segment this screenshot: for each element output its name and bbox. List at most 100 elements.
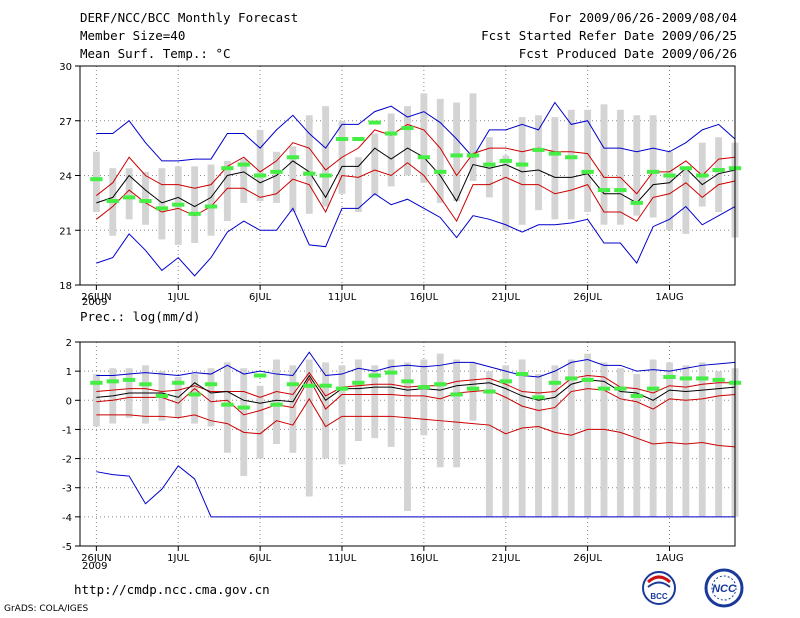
observation-marker — [303, 383, 316, 388]
observation-marker — [515, 372, 529, 377]
spread-bar — [142, 365, 149, 424]
observation-marker — [515, 162, 529, 167]
chart-panel-0: 18 21 24 27 30 26JUN 1JUL 6JUL 11JUL 16JUL 21JUL 26… — [59, 62, 742, 303]
spread-bar — [518, 117, 526, 225]
observation-marker — [90, 380, 103, 385]
observation-marker — [204, 382, 218, 387]
spread-bar — [158, 168, 166, 240]
observation-marker — [450, 392, 463, 397]
observation-marker — [155, 393, 169, 398]
spread-bar — [469, 93, 477, 181]
spread-bar — [436, 353, 444, 468]
prec-panel-title: Prec.: log(mm/d) — [80, 309, 201, 324]
x-tick-label: 26JUN — [81, 553, 111, 564]
observation-marker — [90, 177, 103, 182]
observation-marker — [646, 386, 660, 391]
spread-bar — [502, 365, 510, 517]
observation-marker — [696, 173, 709, 178]
observation-marker — [237, 405, 250, 410]
y-tick-label: -1 — [62, 425, 72, 436]
y-tick-label: 18 — [59, 281, 72, 292]
spread-bar — [485, 137, 493, 198]
observation-marker — [565, 376, 578, 381]
member-size: Member Size=40 — [80, 28, 186, 43]
y-tick-label: -3 — [62, 484, 72, 495]
observation-marker — [466, 153, 480, 158]
y-tick-label: -5 — [62, 542, 72, 553]
series-line-ensemble-max — [96, 101, 736, 162]
grads-credit: GrADS: COLA/IGES — [4, 604, 89, 614]
series-line-upper-quartile — [96, 123, 736, 196]
spread-bar — [453, 359, 461, 468]
observation-marker — [483, 389, 496, 394]
spread-bar — [453, 102, 461, 202]
chart-title: DERF/NCC/BCC Monthly Forecast — [80, 10, 299, 25]
spread-bar — [518, 359, 526, 517]
observation-marker — [597, 386, 611, 391]
spread-bar — [92, 374, 100, 427]
spread-bar — [404, 106, 411, 176]
spread-bar — [125, 168, 133, 220]
spread-bar — [371, 133, 379, 196]
observation-marker — [253, 173, 267, 178]
x-tick-label: 16JUL — [410, 292, 439, 303]
source-url[interactable]: http://cmdp.ncc.cma.gov.cn — [74, 582, 270, 597]
observation-marker — [270, 402, 283, 407]
spread-bar — [191, 374, 199, 424]
observation-marker — [368, 373, 381, 378]
observation-marker — [319, 173, 332, 178]
observation-marker — [286, 382, 300, 387]
observation-marker — [483, 162, 496, 167]
series-line-lower-quartile — [96, 162, 736, 223]
ncc-logo: NCC — [704, 568, 744, 608]
observation-marker — [172, 202, 185, 207]
spread-bar — [404, 362, 411, 512]
observation-marker — [663, 173, 676, 178]
x-tick-label: 11JUL — [328, 553, 357, 564]
spread-bar — [698, 362, 706, 517]
spread-bar — [666, 362, 673, 517]
x-tick-label: 26JUL — [573, 553, 602, 564]
spread-bar — [616, 109, 624, 225]
observation-marker — [679, 376, 693, 381]
observation-marker — [532, 147, 545, 152]
observation-marker — [319, 383, 332, 388]
spread-bar — [371, 365, 379, 439]
spread-bar — [387, 113, 395, 187]
spread-bar — [322, 106, 330, 207]
spread-bar — [322, 362, 330, 459]
observation-marker — [581, 377, 594, 382]
series-line-ensemble-min — [96, 465, 735, 518]
fcst-started-date: Fcst Started Refer Date 2009/06/25 — [481, 28, 737, 43]
observation-marker — [663, 374, 676, 379]
spread-bar — [715, 137, 723, 212]
spread-bar — [584, 353, 592, 517]
observation-marker — [253, 373, 267, 378]
spread-bar — [273, 359, 280, 444]
observation-marker — [270, 169, 283, 174]
x-tick-label: 26JUN — [81, 292, 111, 303]
y-tick-label: 24 — [59, 172, 72, 183]
observation-marker — [450, 153, 463, 158]
series-line-ensemble-mean — [96, 374, 736, 404]
spread-bar — [420, 93, 428, 183]
spread-bar — [616, 368, 624, 517]
spread-bar — [305, 115, 313, 214]
observation-marker — [630, 393, 643, 398]
series-line-ensemble-mean — [96, 147, 736, 208]
series-line-ensemble-max — [96, 351, 736, 378]
observation-marker — [679, 166, 693, 171]
observation-marker — [646, 169, 660, 174]
observation-marker — [384, 131, 398, 136]
observation-marker — [335, 137, 349, 141]
observation-marker — [221, 166, 234, 171]
series-line-ensemble-min — [96, 193, 736, 277]
spread-bar — [420, 359, 428, 436]
spread-bar — [715, 371, 723, 517]
x-tick-label: 1AUG — [655, 292, 683, 303]
observation-marker — [335, 386, 349, 391]
ncc-logo-text: NCC — [712, 583, 737, 595]
spread-bar — [485, 371, 493, 517]
y-tick-label: -4 — [62, 513, 72, 524]
x-tick-label: 1JUL — [167, 553, 190, 564]
